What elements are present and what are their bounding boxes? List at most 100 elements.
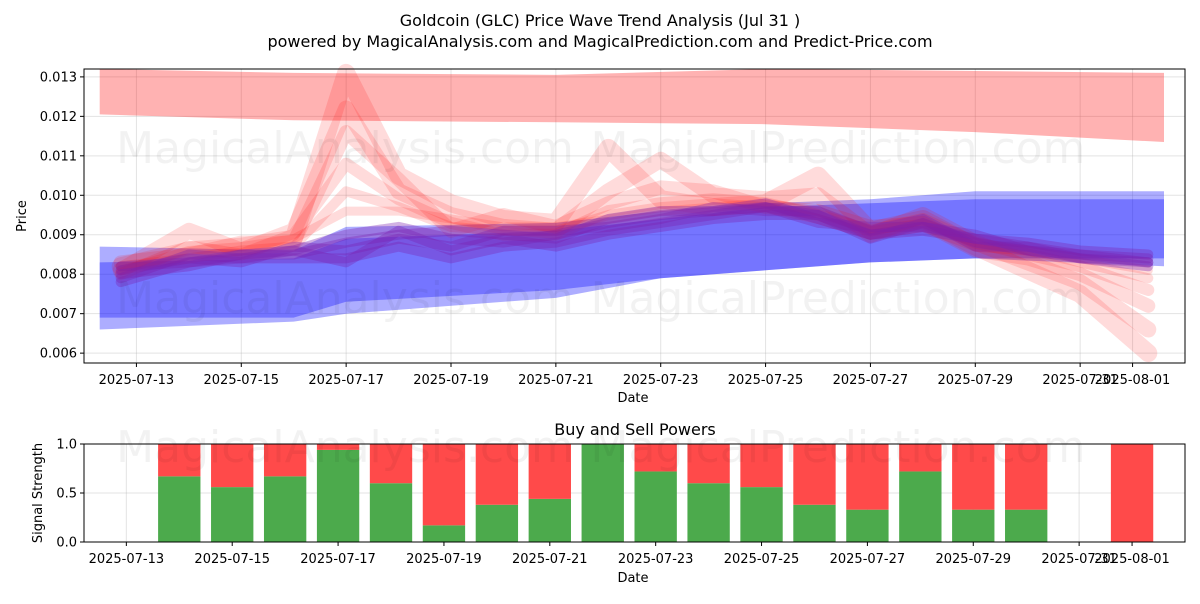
power-x-tick-label-7: 2025-07-27 <box>830 552 906 567</box>
power-y-tick-label-2: 1.0 <box>56 438 77 453</box>
blue-band-1 <box>99 199 1165 318</box>
buy-bar-2025-07-23 <box>634 471 677 542</box>
sell-bar-2025-07-15 <box>211 444 254 488</box>
buy-bar-2025-07-17 <box>316 449 360 542</box>
sell-bar-2025-07-20 <box>475 444 519 505</box>
price-y-tick-label-3: 0.009 <box>40 228 77 243</box>
purple-wave-1 <box>115 198 1154 280</box>
buy-bar-2025-07-25 <box>740 487 783 542</box>
price-bands <box>99 69 1165 330</box>
price-y-tick-label-4: 0.010 <box>40 189 77 204</box>
sell-bar-2025-07-30 <box>1005 444 1048 510</box>
sell-bar-2025-07-17 <box>316 444 360 450</box>
power-x-tick-label-5: 2025-07-23 <box>618 552 694 567</box>
power-x-tick-label-1: 2025-07-15 <box>194 552 270 567</box>
price-grid <box>84 69 1185 363</box>
sell-bar-2025-07-16 <box>263 444 307 477</box>
price-waves <box>111 63 1158 363</box>
price-x-ticks: 2025-07-13 2025-07-15 2025-07-17 2025-07-19… <box>99 363 1171 388</box>
sell-bar-2025-07-19 <box>422 444 466 526</box>
red-wave-3 <box>114 157 1155 296</box>
sell-bar-2025-07-27 <box>846 444 889 510</box>
buy-bar-2025-07-30 <box>1005 509 1048 542</box>
power-x-tick-label-8: 2025-07-29 <box>935 552 1011 567</box>
power-x-label: Date <box>617 571 648 586</box>
buy-bar-2025-07-26 <box>793 504 836 542</box>
buy-bar-2025-07-21 <box>528 498 571 542</box>
price-x-label: Date <box>617 391 648 406</box>
red-upper-band <box>99 69 1165 142</box>
power-x-tick-label-6: 2025-07-25 <box>724 552 800 567</box>
sell-bar-2025-07-23 <box>634 444 677 472</box>
buy-bar-2025-07-24 <box>687 483 730 542</box>
price-y-tick-label-1: 0.007 <box>40 307 77 322</box>
price-y-tick-label-6: 0.012 <box>40 110 77 125</box>
sell-bar-2025-07-21 <box>528 444 571 499</box>
sell-bar-2025-07-26 <box>793 444 836 505</box>
watermark-analysis-mid: MagicalAnalysis.com <box>116 273 574 324</box>
power-x-ticks: 2025-07-13 2025-07-15 2025-07-17 2025-07-19… <box>89 542 1170 567</box>
power-y-tick-label-0: 0.0 <box>56 536 77 551</box>
sell-bar-2025-07-18 <box>369 444 413 484</box>
price-y-tick-label-5: 0.011 <box>40 149 77 164</box>
power-y-label: Signal Strength <box>31 443 46 543</box>
power-chart: Buy and Sell Powers MagicalAnalysis.com … <box>31 420 1186 586</box>
buy-bar-2025-07-18 <box>369 483 413 542</box>
buy-bar-2025-07-19 <box>422 525 466 542</box>
purple-wave-3 <box>115 202 1154 284</box>
power-x-tick-label-2: 2025-07-17 <box>300 552 376 567</box>
buy-bar-2025-07-27 <box>846 509 889 542</box>
price-x-tick-label-7: 2025-07-27 <box>833 373 909 388</box>
sell-bar-2025-08-01 <box>1110 444 1154 542</box>
buy-bar-2025-07-22 <box>581 444 624 542</box>
price-y-tick-label-7: 0.013 <box>40 70 77 85</box>
power-x-tick-label-3: 2025-07-19 <box>406 552 482 567</box>
buy-bar-2025-07-14 <box>158 476 201 542</box>
price-x-tick-label-1: 2025-07-15 <box>204 373 280 388</box>
price-y-tick-label-0: 0.006 <box>40 347 77 362</box>
price-x-tick-label-3: 2025-07-19 <box>413 373 489 388</box>
power-x-tick-label-10: 2025-08-01 <box>1094 552 1170 567</box>
price-axes-frame <box>83 68 1186 364</box>
price-y-label: Price <box>15 200 30 232</box>
chart-title: Goldcoin (GLC) Price Wave Trend Analysis… <box>400 11 800 30</box>
watermark-analysis-top: MagicalAnalysis.com <box>116 123 574 174</box>
buy-bar-2025-07-16 <box>263 476 307 542</box>
red-wave-1 <box>112 100 1157 338</box>
watermark-prediction-top: MagicalPrediction.com <box>591 123 1086 174</box>
purple-wave-2 <box>115 202 1154 276</box>
price-y-ticks: 0.006 0.007 0.008 0.009 0.010 0.011 0.012 0.013 <box>40 70 84 362</box>
buy-bar-2025-07-28 <box>899 471 942 542</box>
watermark-prediction-mid: MagicalPrediction.com <box>591 273 1086 324</box>
power-x-tick-label-4: 2025-07-21 <box>512 552 588 567</box>
purple-wave-4 <box>115 210 1154 272</box>
price-x-tick-label-9: 2025-07-31 <box>1042 373 1118 388</box>
sell-bar-2025-07-28 <box>899 444 942 472</box>
watermark-analysis-bottom: MagicalAnalysis.com <box>116 422 574 473</box>
sell-bar-2025-07-29 <box>952 444 995 510</box>
price-chart: MagicalAnalysis.com MagicalPrediction.co… <box>15 63 1186 406</box>
price-x-tick-label-4: 2025-07-21 <box>518 373 594 388</box>
red-wave-4 <box>115 186 1154 284</box>
buy-bar-2025-07-20 <box>475 504 519 542</box>
power-chart-title: Buy and Sell Powers <box>554 420 716 439</box>
price-x-tick-label-10: 2025-08-01 <box>1095 373 1171 388</box>
purple-wave-0 <box>115 202 1154 288</box>
red-wave-5 <box>116 198 1153 275</box>
power-y-ticks: 0.0 0.5 1.0 <box>56 438 84 551</box>
power-bars <box>158 444 1154 542</box>
power-y-tick-label-1: 0.5 <box>56 487 77 502</box>
sell-bar-2025-07-24 <box>687 444 730 484</box>
price-x-tick-label-6: 2025-07-25 <box>728 373 804 388</box>
price-x-tick-label-0: 2025-07-13 <box>99 373 175 388</box>
buy-bar-2025-07-15 <box>211 487 254 542</box>
red-wave-2 <box>113 125 1156 313</box>
price-x-tick-label-2: 2025-07-17 <box>308 373 384 388</box>
power-x-tick-label-0: 2025-07-13 <box>89 552 165 567</box>
watermark-prediction-bottom: MagicalPrediction.com <box>591 422 1086 473</box>
buy-bar-2025-07-29 <box>952 509 995 542</box>
chart-subtitle: powered by MagicalAnalysis.com and Magic… <box>267 32 932 51</box>
sell-bar-2025-07-14 <box>158 444 201 477</box>
